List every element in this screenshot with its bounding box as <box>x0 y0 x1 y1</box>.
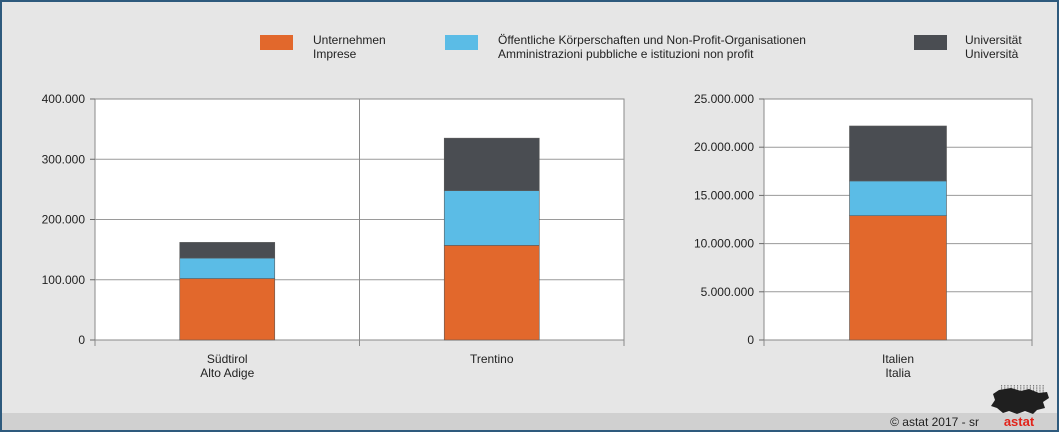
logo-dot <box>1039 389 1041 391</box>
copyright-text: © astat 2017 - sr <box>890 415 979 429</box>
legend-label-line2: Università <box>965 47 1019 61</box>
logo-dot <box>1036 386 1038 388</box>
logo-dot <box>1042 385 1044 387</box>
bar-segment-universitaet <box>443 137 540 191</box>
logo-dot <box>1036 391 1038 393</box>
bar-segment-oeffentlich <box>443 190 540 246</box>
logo-dot <box>1020 388 1022 390</box>
y-tick-label: 0 <box>747 333 754 347</box>
logo-dot <box>1029 385 1031 387</box>
logo-dot <box>1023 385 1025 387</box>
legend-label-line2: Amministrazioni pubbliche e istituzioni … <box>498 47 754 61</box>
bar-segment-universitaet <box>849 125 947 182</box>
y-tick-label: 10.000.000 <box>694 237 754 251</box>
logo-dot <box>1007 386 1009 388</box>
logo-dot <box>1026 386 1028 388</box>
logo-dot <box>1036 389 1038 391</box>
bar-segment-unternehmen <box>179 278 276 341</box>
astat-logo: astat <box>991 385 1049 428</box>
logo-dot <box>1004 385 1006 387</box>
y-tick-label: 200.000 <box>42 213 86 227</box>
y-tick-label: 100.000 <box>42 273 86 287</box>
y-tick-label: 20.000.000 <box>694 140 754 154</box>
logo-dot <box>1033 386 1035 388</box>
logo-dot <box>1039 391 1041 393</box>
x-category-label: Italia <box>885 366 911 380</box>
logo-dot <box>1013 385 1015 387</box>
logo-dot <box>1026 385 1028 387</box>
logo-dot <box>1004 388 1006 390</box>
x-category-label: Italien <box>882 352 914 366</box>
bar-segment-oeffentlich <box>849 180 947 216</box>
x-category-label: Trentino <box>470 352 514 366</box>
legend-label-line1: Unternehmen <box>313 33 386 47</box>
logo-dot <box>1029 388 1031 390</box>
y-tick-label: 0 <box>78 333 85 347</box>
logo-dot <box>1042 388 1044 390</box>
legend-swatch-oeffentlich <box>445 35 478 50</box>
logo-dot <box>1001 385 1003 387</box>
bar-segment-oeffentlich <box>179 257 276 279</box>
logo-dot <box>1013 388 1015 390</box>
logo-dot <box>1036 385 1038 387</box>
legend-label-universitaet: Universität Università <box>965 33 1022 61</box>
logo-dot <box>1039 388 1041 390</box>
logo-dot <box>1029 386 1031 388</box>
logo-text: astat <box>1004 414 1035 428</box>
logo-dot <box>1017 388 1019 390</box>
logo-dot <box>1020 389 1022 391</box>
bar-segment-unternehmen <box>849 215 947 341</box>
legend-label-unternehmen: Unternehmen Imprese <box>313 33 386 61</box>
logo-dot <box>1020 385 1022 387</box>
y-tick-label: 300.000 <box>42 152 86 166</box>
logo-dot <box>1007 385 1009 387</box>
logo-dot <box>1013 386 1015 388</box>
logo-dot <box>1001 388 1003 390</box>
logo-dot <box>1017 386 1019 388</box>
y-tick-label: 25.000.000 <box>694 92 754 106</box>
legend-swatch-universitaet <box>914 35 947 50</box>
x-category-label: Alto Adige <box>200 366 254 380</box>
y-tick-label: 5.000.000 <box>701 285 755 299</box>
logo-dot <box>1010 386 1012 388</box>
logo-dot <box>1001 386 1003 388</box>
y-tick-label: 15.000.000 <box>694 188 754 202</box>
footer-strip <box>2 413 1057 430</box>
logo-dot <box>1042 386 1044 388</box>
x-category-label: Südtirol <box>207 352 248 366</box>
logo-dot <box>1026 388 1028 390</box>
logo-dot <box>1033 389 1035 391</box>
logo-dot <box>1039 386 1041 388</box>
legend-label-oeffentlich: Öffentliche Körperschaften und Non-Profi… <box>498 33 806 61</box>
logo-dot <box>1004 386 1006 388</box>
logo-dot <box>1020 386 1022 388</box>
logo-dot <box>1033 385 1035 387</box>
logo-region-shape <box>991 388 1049 414</box>
legend-label-line2: Imprese <box>313 47 357 61</box>
logo-dot <box>1042 391 1044 393</box>
legend-label-line1: Universität <box>965 33 1022 47</box>
logo-dot <box>1010 385 1012 387</box>
legend-label-line1: Öffentliche Körperschaften und Non-Profi… <box>498 33 806 47</box>
y-tick-label: 400.000 <box>42 92 86 106</box>
logo-dot <box>1042 389 1044 391</box>
logo-dot <box>1023 388 1025 390</box>
legend-swatch-unternehmen <box>260 35 293 50</box>
logo-dot <box>1017 385 1019 387</box>
logo-dot <box>1033 388 1035 390</box>
logo-dot <box>1023 386 1025 388</box>
logo-dot <box>1036 388 1038 390</box>
logo-dot <box>1039 385 1041 387</box>
bar-segment-universitaet <box>179 242 276 259</box>
bar-segment-unternehmen <box>443 245 540 341</box>
